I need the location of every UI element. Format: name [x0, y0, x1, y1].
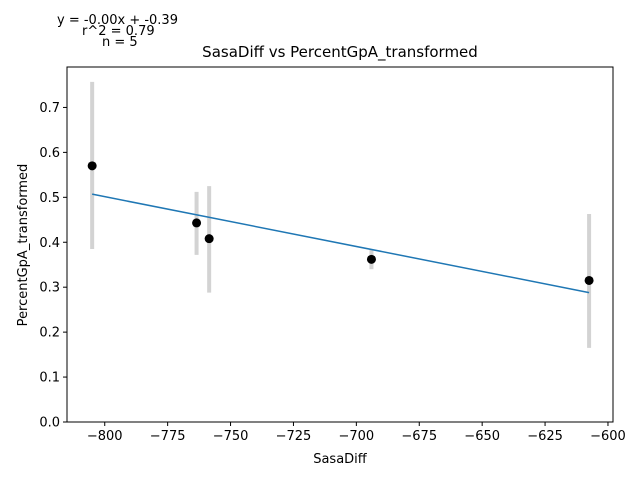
y-tick-label-4: 0.4 — [39, 236, 60, 251]
chart-title: SasaDiff vs PercentGpA_transformed — [202, 43, 478, 62]
x-tick-label-1: −775 — [150, 429, 186, 444]
y-tick-label-1: 0.1 — [39, 371, 60, 386]
x-tick-label-3: −725 — [276, 429, 312, 444]
x-axis-label: SasaDiff — [313, 452, 368, 467]
data-point-4 — [584, 275, 594, 285]
y-tick-label-2: 0.2 — [39, 326, 60, 341]
y-tick-label-3: 0.3 — [39, 281, 60, 296]
r-squared-annotation: r^2 = 0.79 — [82, 24, 155, 39]
x-tick-label-0: −800 — [87, 429, 123, 444]
data-point-0 — [87, 161, 97, 171]
x-tick-label-6: −650 — [464, 429, 500, 444]
data-point-2 — [204, 234, 214, 244]
y-tick-label-5: 0.5 — [39, 191, 60, 206]
y-axis-label: PercentGpA_transformed — [16, 164, 31, 327]
equation-annotation: y = -0.00x + -0.39 — [57, 13, 178, 28]
x-tick-label-2: −750 — [213, 429, 249, 444]
y-tick-label-0: 0.0 — [39, 416, 60, 431]
y-tick-label-7: 0.7 — [39, 101, 60, 116]
x-tick-label-4: −700 — [338, 429, 374, 444]
sample-size-annotation: n = 5 — [102, 35, 138, 50]
x-tick-label-8: −600 — [590, 429, 626, 444]
y-tick-label-6: 0.6 — [39, 146, 60, 161]
data-point-3 — [366, 254, 376, 264]
data-point-1 — [192, 218, 202, 228]
x-tick-label-7: −625 — [527, 429, 563, 444]
x-tick-label-5: −675 — [401, 429, 437, 444]
fit-line — [92, 193, 590, 294]
plot-frame — [66, 66, 614, 423]
